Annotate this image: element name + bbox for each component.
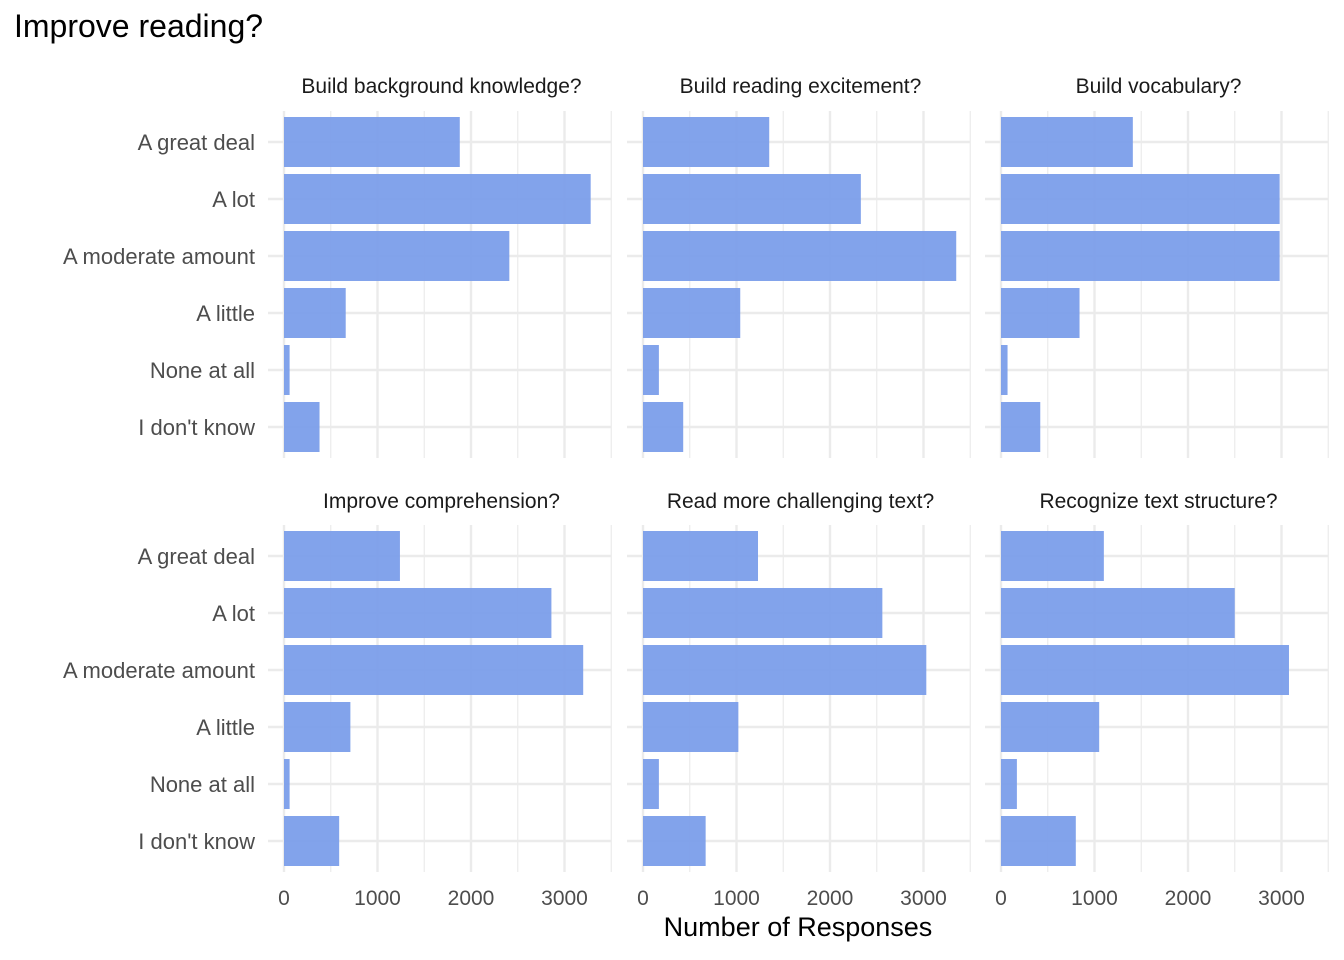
y-tick-label: None at all [150,772,255,797]
facet-panel: Read more challenging text? 0 1000 2000 3000 [627,490,971,910]
facet-title: Improve comprehension? [323,490,560,513]
bar [1001,759,1017,809]
x-axis-title: Number of Responses [663,912,933,942]
y-tick-label: I don't know [138,415,255,440]
x-tick-label: 0 [278,887,290,910]
x-tick-label: 0 [637,887,649,910]
y-tick-label: I don't know [138,829,255,854]
bar [1001,531,1104,581]
x-tick-label: 0 [995,887,1007,910]
bar [643,288,741,338]
bar [643,759,659,809]
facet-title: Recognize text structure? [1039,490,1277,513]
x-tick-label: 2000 [807,887,854,910]
bar [284,759,290,809]
bar [284,174,591,224]
bar [643,702,739,752]
facet-panel: Build background knowledge? A great deal A… [63,75,612,458]
bar [643,345,659,395]
x-tick-label: 1000 [354,887,401,910]
bar [643,174,861,224]
facet-panel: Build reading excitement? [627,75,971,458]
bar [1001,288,1080,338]
y-tick-label: A lot [212,601,255,626]
bar [284,531,400,581]
facet-title: Build vocabulary? [1076,75,1242,98]
bar [1001,345,1008,395]
bar [284,231,510,281]
bar [1001,117,1133,167]
x-tick-label: 2000 [448,887,495,910]
bar [284,288,346,338]
y-tick-label: A great deal [138,544,255,569]
bar [643,531,759,581]
x-tick-label: 3000 [541,887,588,910]
bar [284,345,290,395]
facet-panel: Improve comprehension? A great deal A lot A… [63,490,612,910]
bar [284,117,460,167]
y-tick-label: A little [196,301,255,326]
bar [643,117,770,167]
facet-title: Build reading excitement? [680,75,922,98]
bar [1001,588,1235,638]
x-tick-label: 1000 [713,887,760,910]
bar [284,588,552,638]
bar [1001,645,1289,695]
bar [1001,231,1280,281]
bar [1001,702,1100,752]
bar [643,231,957,281]
y-tick-label: A moderate amount [63,244,255,269]
bar [643,645,927,695]
y-tick-label: A lot [212,187,255,212]
x-tick-label: 3000 [900,887,947,910]
bar [1001,174,1280,224]
x-tick-label: 1000 [1071,887,1118,910]
facet-title: Build background knowledge? [301,75,581,98]
y-tick-label: None at all [150,358,255,383]
bar [284,816,340,866]
bar [284,402,320,452]
chart-title: Improve reading? [14,8,264,44]
bar [284,702,351,752]
bar [1001,816,1076,866]
y-tick-label: A little [196,715,255,740]
y-tick-label: A moderate amount [63,658,255,683]
facet-panel: Build vocabulary? [985,75,1329,458]
bar [284,645,584,695]
facet-panel: Recognize text structure? 0 1000 2000 3000 [985,490,1329,910]
bar [643,402,684,452]
x-tick-label: 3000 [1258,887,1305,910]
facet-title: Read more challenging text? [667,490,934,513]
x-tick-label: 2000 [1165,887,1212,910]
y-tick-label: A great deal [138,130,255,155]
bar [1001,402,1041,452]
bar [643,588,883,638]
bar [643,816,706,866]
